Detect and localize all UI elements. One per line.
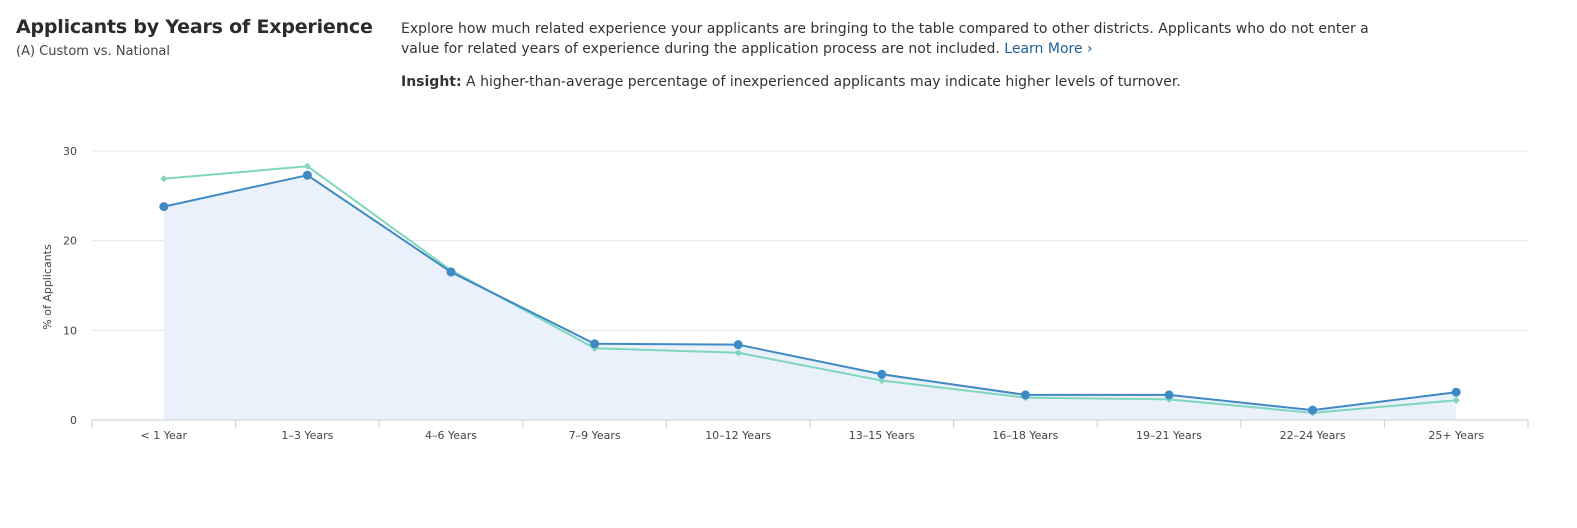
area-layer — [163, 175, 1457, 420]
data-point-national[interactable] — [1452, 396, 1460, 404]
y-tick-label: 0 — [70, 414, 77, 427]
x-tick-label: 10–12 Years — [705, 429, 771, 442]
x-tick-label: 4–6 Years — [425, 429, 477, 442]
data-point-custom[interactable] — [590, 339, 600, 349]
chart-subtitle: (A) Custom vs. National — [16, 44, 171, 59]
insight-label: Insight: — [401, 74, 462, 90]
data-point-custom[interactable] — [1164, 390, 1174, 400]
series-line-national — [163, 165, 1457, 414]
x-axis — [91, 419, 1529, 428]
data-point-custom[interactable] — [302, 170, 312, 180]
data-point-national[interactable] — [878, 377, 886, 385]
chart-description: Explore how much related experience your… — [401, 19, 1391, 59]
insight-text: Insight: A higher-than-average percentag… — [401, 72, 1391, 92]
y-tick-label: 30 — [63, 145, 77, 158]
y-axis: 0 10 20 30 — [63, 145, 77, 427]
description-text: Explore how much related experience your… — [401, 21, 1369, 57]
x-tick-label: 25+ Years — [1428, 429, 1484, 442]
learn-more-link[interactable]: Learn More › — [1004, 41, 1093, 57]
x-tick-label: 1–3 Years — [281, 429, 333, 442]
data-point-custom[interactable] — [877, 369, 887, 379]
x-tick-labels: < 1 Year 1–3 Years 4–6 Years 7–9 Years 10–12… — [141, 429, 1485, 442]
y-axis-label: % of Applicants — [41, 244, 54, 330]
x-tick-label: 7–9 Years — [569, 429, 621, 442]
chart-title: Applicants by Years of Experience — [16, 16, 373, 38]
series-layer — [159, 162, 1461, 417]
series-area-custom — [163, 175, 1457, 420]
x-tick-label: 22–24 Years — [1280, 429, 1346, 442]
data-point-custom[interactable] — [446, 267, 456, 277]
data-point-national[interactable] — [303, 162, 311, 170]
data-point-custom[interactable] — [159, 202, 169, 212]
series-line-custom — [163, 174, 1457, 412]
x-tick-label: < 1 Year — [141, 429, 188, 442]
x-tick-label: 16–18 Years — [992, 429, 1058, 442]
data-point-national[interactable] — [160, 175, 168, 183]
y-tick-label: 20 — [63, 235, 77, 248]
data-point-custom[interactable] — [1308, 405, 1318, 415]
x-tick-label: 13–15 Years — [849, 429, 915, 442]
insight-body: A higher-than-average percentage of inex… — [466, 74, 1181, 90]
data-point-custom[interactable] — [1451, 387, 1461, 397]
y-tick-label: 10 — [63, 324, 77, 337]
data-point-custom[interactable] — [1020, 390, 1030, 400]
x-tick-label: 19–21 Years — [1136, 429, 1202, 442]
data-point-custom[interactable] — [733, 340, 743, 350]
data-point-national[interactable] — [734, 349, 742, 357]
